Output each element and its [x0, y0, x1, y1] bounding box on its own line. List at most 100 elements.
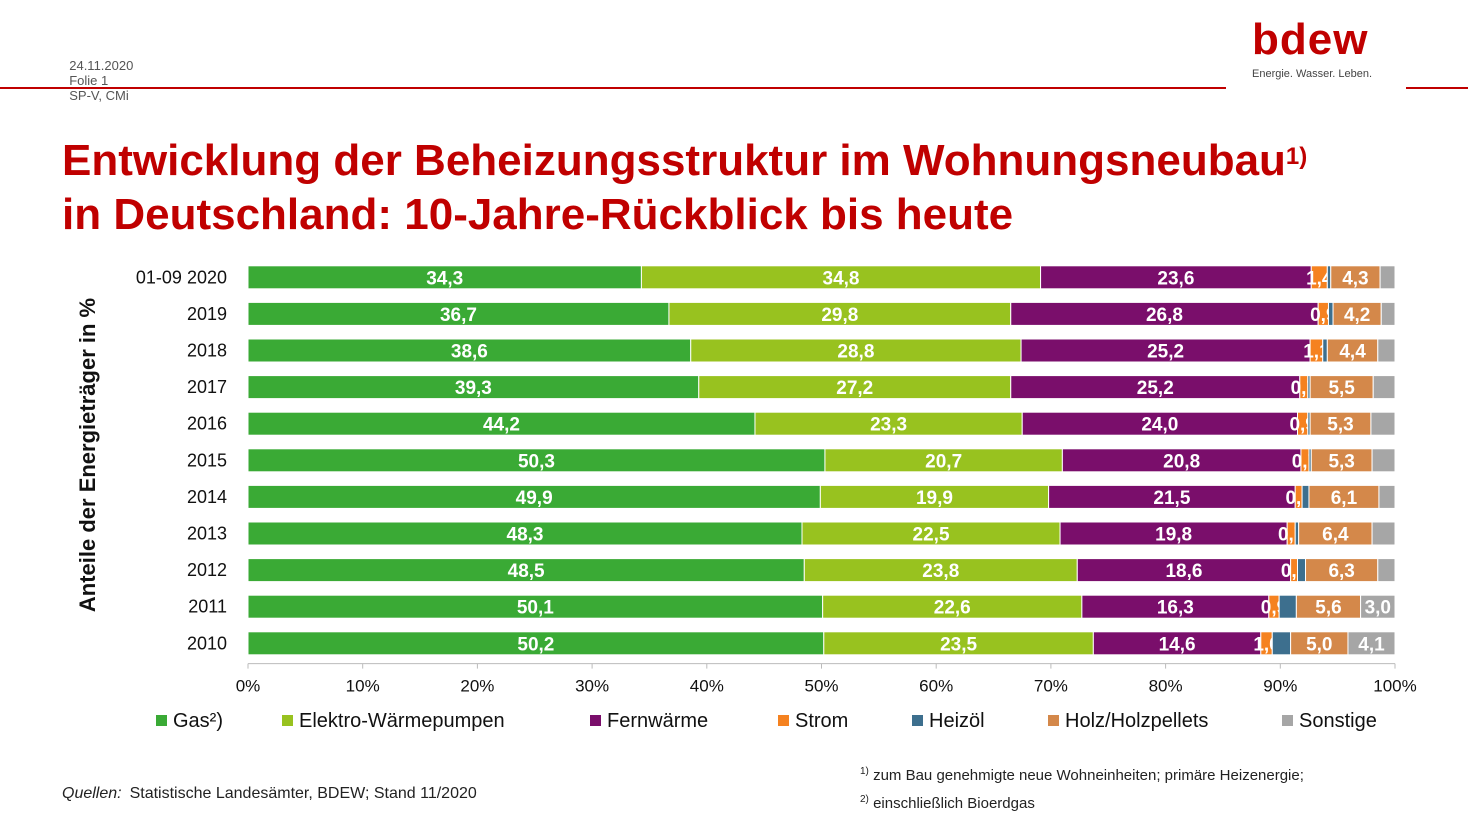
bar-data-label: 18,6	[1165, 561, 1202, 582]
legend-swatch	[912, 715, 923, 726]
x-tick-label: 40%	[690, 677, 724, 696]
bar-data-label: 1,4	[1306, 268, 1333, 289]
sources-label: Quellen:	[62, 785, 122, 802]
bar-data-label: 28,8	[837, 342, 874, 363]
bar-segment	[1378, 484, 1396, 509]
bar-data-label: 4,4	[1339, 342, 1366, 363]
bar-segment	[1301, 484, 1310, 509]
legend-swatch	[156, 715, 167, 726]
title-line-1: Entwicklung der Beheizungsstruktur im Wo…	[62, 136, 1286, 185]
bar-data-label: 44,2	[483, 415, 520, 436]
bar-data-label: 20,7	[925, 451, 962, 472]
category-label: 2012	[187, 560, 227, 580]
bar-data-label: 20,8	[1163, 451, 1200, 472]
bar-segment	[1278, 594, 1297, 619]
bar-data-label: 25,2	[1147, 342, 1184, 363]
page-title: Entwicklung der Beheizungsstruktur im Wo…	[62, 134, 1307, 242]
legend-swatch	[282, 715, 293, 726]
footnote-2-mark: 2)	[860, 794, 869, 805]
bar-data-label: 19,8	[1155, 525, 1192, 546]
bar-segment	[1371, 448, 1396, 473]
bar-data-label: 5,6	[1315, 598, 1341, 619]
bar-segment	[1294, 521, 1300, 546]
bar-segment	[1371, 521, 1396, 546]
category-label: 2017	[187, 377, 227, 397]
footnote-1-mark: 1)	[860, 766, 869, 777]
legend-swatch	[1282, 715, 1293, 726]
bar-data-label: 48,3	[507, 525, 544, 546]
legend-label: Heizöl	[929, 710, 985, 732]
logo-tagline: Energie. Wasser. Leben.	[1252, 68, 1373, 80]
bar-segment	[1360, 594, 1396, 619]
slide-author: SP-V, CMi	[69, 88, 129, 103]
bar-data-label: 19,9	[916, 488, 953, 509]
x-tick-label: 70%	[1034, 677, 1068, 696]
category-label: 2010	[187, 633, 227, 653]
header-rule-left	[0, 87, 1226, 89]
bar-data-label: 50,3	[518, 451, 555, 472]
bar-data-label: 39,3	[455, 378, 492, 399]
bar-data-label: 24,0	[1141, 415, 1178, 436]
legend-label: Elektro-Wärmepumpen	[299, 710, 505, 732]
bar-data-label: 23,6	[1157, 268, 1194, 289]
footnote-1: 1) zum Bau genehmigte neue Wohneinheiten…	[860, 760, 1304, 788]
bar-data-label: 5,5	[1328, 378, 1355, 399]
sources: Quellen: Statistische Landesämter, BDEW; …	[62, 785, 477, 803]
category-label: 2019	[187, 304, 227, 324]
bar-data-label: 4,1	[1358, 634, 1385, 655]
legend-label: Sonstige	[1299, 710, 1377, 732]
bar-data-label: 36,7	[440, 305, 477, 326]
category-label: 2011	[188, 597, 227, 617]
bar-data-label: 34,8	[823, 268, 860, 289]
bar-data-label: 23,8	[922, 561, 959, 582]
bar-data-label: 5,3	[1327, 415, 1353, 436]
bar-data-label: 14,6	[1159, 634, 1196, 655]
bar-data-label: 29,8	[821, 305, 858, 326]
bar-data-label: 50,1	[517, 598, 554, 619]
bar-data-label: 27,2	[836, 378, 873, 399]
bar-segment	[1370, 411, 1396, 436]
bar-data-label: 6,3	[1328, 561, 1354, 582]
x-tick-label: 90%	[1263, 677, 1297, 696]
x-tick-label: 100%	[1373, 677, 1416, 696]
footnote-2-text: einschließlich Bioerdgas	[873, 795, 1035, 812]
bar-data-label: 49,9	[516, 488, 553, 509]
bdew-logo: bdew Energie. Wasser. Leben.	[1252, 18, 1402, 81]
bar-data-label: 5,3	[1328, 451, 1354, 472]
bar-data-label: 16,3	[1157, 598, 1194, 619]
bar-data-label: 34,3	[426, 268, 463, 289]
legend-label: Strom	[795, 710, 848, 732]
bar-data-label: 4,3	[1342, 268, 1368, 289]
bar-segment	[1326, 265, 1332, 290]
legend-label: Gas²)	[173, 710, 223, 732]
bar-data-label: 23,5	[940, 634, 977, 655]
legend-swatch	[778, 715, 789, 726]
title-footnote-mark: 1)	[1285, 143, 1308, 170]
footnote-1-text: zum Bau genehmigte neue Wohneinheiten; p…	[873, 767, 1304, 784]
x-tick-label: 80%	[1149, 677, 1183, 696]
stacked-bar-chart: 0% 10% 20% 30% 40% 50% 60% 70% 80% 90% 100% 01-09 2…	[136, 265, 1417, 732]
bar-data-label: 25,2	[1137, 378, 1174, 399]
bar-segment	[1379, 265, 1396, 290]
bar-segment	[1271, 631, 1292, 656]
x-tick-label: 10%	[346, 677, 380, 696]
bar-data-label: 50,2	[517, 634, 554, 655]
legend-label: Fernwärme	[607, 710, 708, 732]
bar-data-label: 22,5	[913, 525, 950, 546]
category-label: 2014	[187, 487, 227, 507]
category-label: 2015	[187, 450, 227, 470]
bar-segment	[1327, 301, 1334, 326]
title-line-2: in Deutschland: 10-Jahre-Rückblick bis h…	[62, 190, 1014, 239]
slide-number: Folie 1	[69, 73, 109, 88]
x-tick-label: 20%	[460, 677, 494, 696]
category-label: 2016	[187, 414, 227, 434]
bar-data-label: 5,0	[1306, 634, 1332, 655]
bar-data-label: 4,2	[1344, 305, 1370, 326]
category-label: 2018	[187, 341, 227, 361]
bar-segment	[1347, 631, 1396, 656]
bar-data-label: 6,1	[1331, 488, 1358, 509]
bar-data-label: 22,6	[934, 598, 971, 619]
bar-data-label: 48,5	[508, 561, 545, 582]
bar-segment	[1377, 338, 1396, 363]
bar-segment	[1380, 301, 1396, 326]
